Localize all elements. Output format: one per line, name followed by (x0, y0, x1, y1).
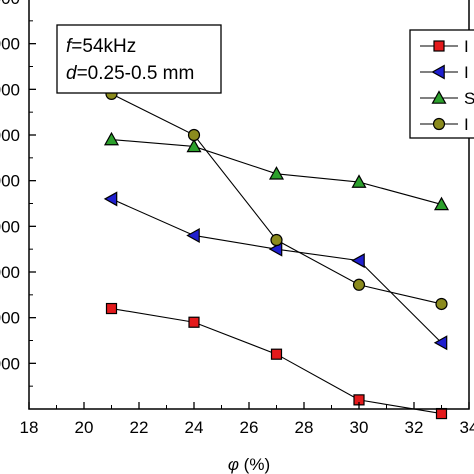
data-point (270, 233, 283, 247)
y-tick-label: 000 (0, 126, 20, 145)
legend-marker (433, 40, 445, 52)
x-tick-label: 20 (75, 418, 94, 437)
data-point (188, 316, 200, 328)
data-point (270, 348, 283, 360)
data-point (103, 191, 118, 207)
x-tick-label: 26 (240, 418, 259, 437)
y-tick-label: 000 (0, 217, 20, 236)
data-point (103, 131, 120, 146)
x-tick-label: 22 (130, 418, 149, 437)
data-point (433, 335, 448, 351)
legend-label: I (464, 37, 469, 56)
data-point (186, 138, 202, 153)
annotation-line-1: f=54kHz (66, 36, 136, 57)
data-point (186, 227, 200, 243)
data-point (268, 166, 285, 180)
x-tick-label: 32 (405, 418, 424, 437)
series-3 (103, 131, 450, 211)
data-point (435, 297, 448, 311)
x-tick-label: 28 (295, 418, 314, 437)
series-line (111, 198, 442, 344)
x-tick-label: 30 (350, 418, 369, 437)
series-1 (105, 302, 448, 420)
legend-label: I (464, 63, 469, 82)
x-tick-label: 34 (460, 418, 474, 437)
y-tick-label: 000 (0, 263, 20, 282)
series-line (111, 93, 442, 305)
legend-marker (431, 90, 447, 104)
data-point (433, 196, 450, 211)
y-tick-label: 000 (0, 0, 20, 8)
data-point (187, 128, 201, 142)
series-4 (105, 87, 448, 311)
annotation-line-2: d=0.25-0.5 mm (66, 63, 194, 84)
series-layer (103, 87, 450, 420)
data-point (351, 253, 365, 269)
y-tick-label: 000 (0, 80, 20, 99)
y-tick-label: 000 (0, 172, 20, 191)
data-point (435, 407, 448, 420)
y-tick-label: 000 (0, 35, 20, 54)
legend-label: I (464, 115, 469, 134)
data-point (351, 174, 367, 188)
data-point (105, 302, 118, 315)
annotation-box: f=54kHz d=0.25-0.5 mm (56, 24, 222, 94)
series-2 (103, 191, 448, 351)
x-axis-label: φ (%) (228, 455, 270, 474)
legend-marker (432, 117, 446, 131)
x-tick-label: 18 (20, 418, 39, 437)
y-tick-label: 000 (0, 309, 20, 328)
series-line (111, 307, 442, 415)
data-point (352, 278, 366, 291)
legend-marker (431, 64, 445, 80)
x-tick-label: 24 (185, 418, 204, 437)
legend-label: S (464, 89, 474, 108)
y-tick-label: 000 (0, 354, 20, 373)
